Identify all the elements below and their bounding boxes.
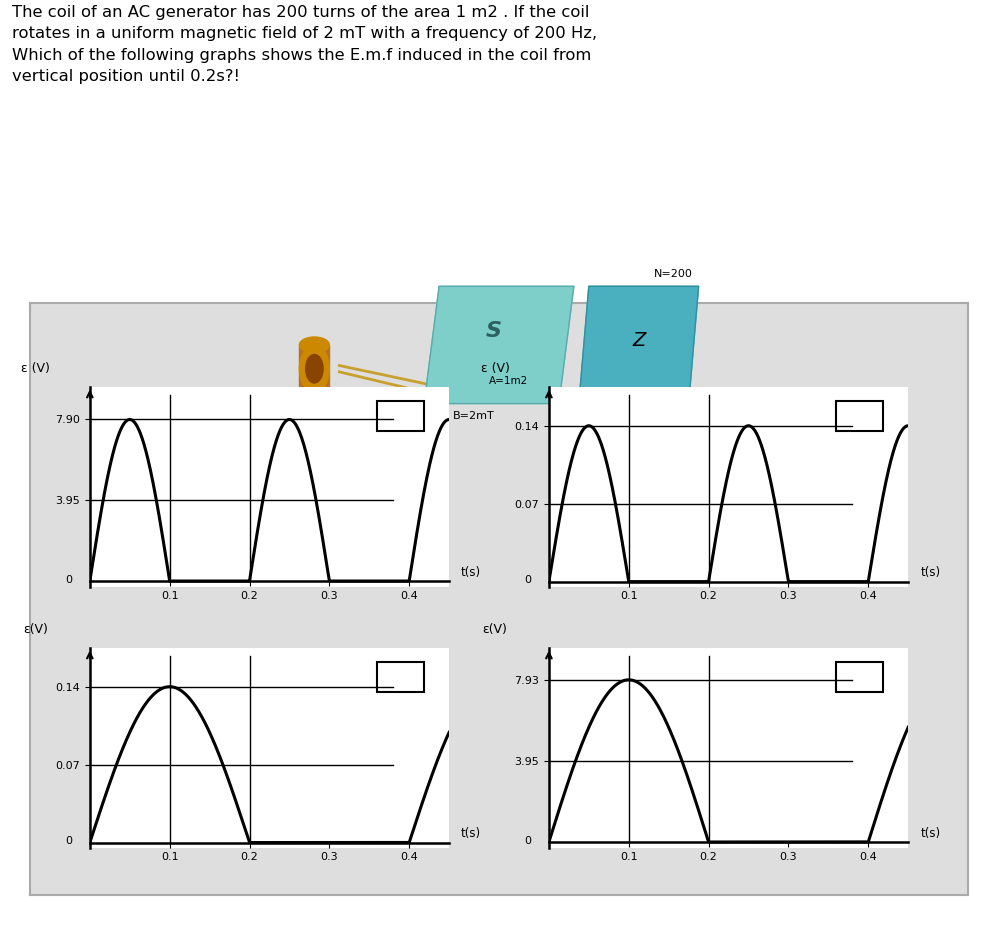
Text: 0: 0 — [65, 575, 72, 585]
Text: 0: 0 — [524, 575, 531, 585]
Text: A=1m2: A=1m2 — [489, 377, 529, 387]
Text: t(s): t(s) — [920, 566, 940, 579]
Text: t(s): t(s) — [920, 827, 940, 840]
Text: t(s): t(s) — [461, 827, 481, 840]
Bar — [836, 401, 883, 431]
Polygon shape — [424, 286, 574, 404]
Bar — [299, 345, 329, 392]
Text: 0: 0 — [524, 836, 531, 846]
Bar — [377, 401, 424, 431]
Text: c: c — [400, 286, 408, 301]
Text: B=2mT: B=2mT — [453, 411, 495, 421]
Text: N=200: N=200 — [655, 268, 693, 279]
Polygon shape — [579, 286, 699, 404]
Y-axis label: ε (V): ε (V) — [481, 362, 509, 375]
Ellipse shape — [305, 354, 323, 383]
Text: 0: 0 — [65, 836, 72, 846]
Bar — [836, 662, 883, 692]
Y-axis label: ε(V): ε(V) — [24, 623, 48, 636]
Ellipse shape — [299, 337, 329, 353]
Text: Z: Z — [632, 331, 646, 350]
Bar — [377, 662, 424, 692]
Text: ↺: ↺ — [337, 284, 351, 303]
Text: t(s): t(s) — [461, 566, 481, 579]
Ellipse shape — [299, 345, 329, 392]
Text: The coil of an AC generator has 200 turns of the area 1 m2 . If the coil
rotates: The coil of an AC generator has 200 turn… — [12, 5, 597, 85]
Y-axis label: ε (V): ε (V) — [22, 362, 50, 375]
Y-axis label: ε(V): ε(V) — [483, 623, 507, 636]
Text: S: S — [486, 321, 502, 341]
